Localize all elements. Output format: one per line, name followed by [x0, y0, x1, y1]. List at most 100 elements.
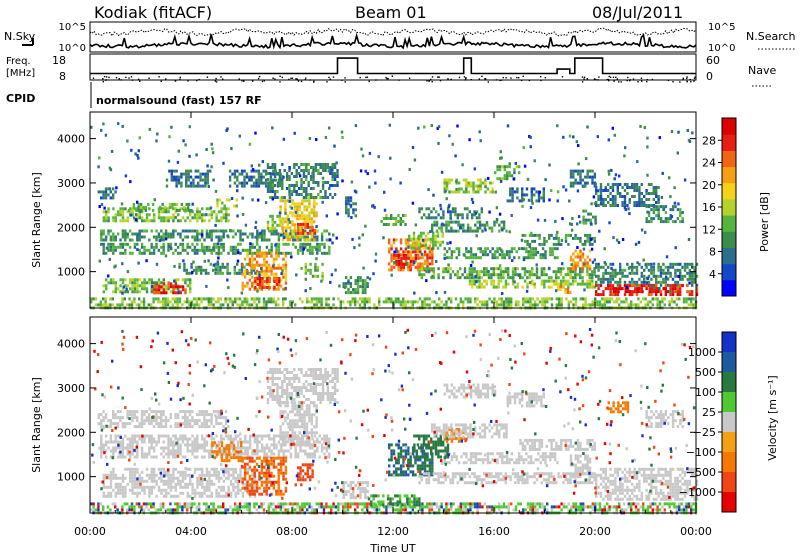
- echo-cell: [143, 219, 146, 223]
- echo-cell: [443, 178, 446, 182]
- echo-cell: [346, 505, 350, 509]
- echo-cell: [442, 216, 445, 220]
- echo-cell: [344, 502, 347, 506]
- echo-cell: [120, 202, 124, 206]
- echo-cell: [134, 152, 137, 156]
- echo-cell: [474, 502, 477, 506]
- echo-cell: [516, 267, 519, 271]
- echo-cell: [319, 163, 322, 166]
- echo-cell: [471, 201, 475, 204]
- echo-cell: [263, 229, 266, 233]
- echo-cell: [219, 303, 222, 307]
- echo-cell: [356, 300, 359, 304]
- echo-cell: [518, 199, 521, 203]
- echo-cell: [636, 287, 639, 291]
- echo-cell: [557, 282, 560, 286]
- echo-cell: [277, 266, 280, 270]
- echo-cell: [366, 505, 369, 509]
- echo-cell: [584, 264, 587, 268]
- echo-cell: [320, 279, 323, 283]
- echo-cell: [189, 213, 192, 217]
- echo-cell: [581, 178, 585, 182]
- echo-cell: [302, 172, 306, 175]
- echo-cell: [304, 289, 307, 293]
- nave-point: [690, 81, 692, 83]
- echo-cell: [258, 277, 262, 280]
- echo-cell: [484, 253, 487, 257]
- echo-cell: [324, 163, 327, 166]
- echo-cell: [445, 250, 449, 254]
- echo-cell: [277, 178, 281, 182]
- echo-cell: [450, 502, 453, 506]
- echo-cell: [307, 169, 310, 172]
- echo-cell: [176, 297, 179, 301]
- echo-cell: [301, 217, 304, 221]
- echo-cell: [321, 169, 325, 172]
- echo-cell: [419, 250, 422, 254]
- echo-cell: [640, 287, 643, 291]
- echo-cell: [347, 214, 350, 218]
- echo-cell: [226, 127, 229, 131]
- echo-cell: [467, 184, 470, 188]
- echo-cell: [428, 502, 431, 506]
- nave-point: [608, 80, 610, 82]
- echo-cell: [532, 247, 535, 251]
- echo-cell: [635, 189, 639, 192]
- echo-cell: [579, 220, 582, 224]
- echo-cell: [447, 502, 450, 506]
- echo-cell: [116, 232, 120, 236]
- echo-cell: [462, 226, 465, 230]
- echo-cell: [162, 300, 165, 304]
- echo-cell: [358, 502, 362, 506]
- echo-cell: [174, 248, 177, 252]
- echo-cell: [160, 235, 163, 239]
- echo-cell: [674, 220, 677, 224]
- echo-cell: [679, 214, 682, 218]
- echo-cell: [255, 254, 259, 258]
- echo-cell: [657, 280, 660, 284]
- echo-cell: [102, 303, 105, 307]
- echo-cell: [356, 502, 359, 506]
- echo-cell: [112, 207, 115, 211]
- echo-cell: [314, 166, 318, 169]
- echo-cell: [303, 220, 306, 224]
- echo-cell: [266, 226, 270, 230]
- nave-point: [158, 76, 160, 78]
- echo-cell: [602, 280, 605, 284]
- echo-cell: [151, 281, 154, 285]
- echo-cell: [354, 303, 357, 307]
- echo-cell: [196, 210, 199, 214]
- echo-cell: [594, 505, 597, 509]
- echo-cell: [297, 193, 301, 196]
- echo-cell: [330, 508, 333, 512]
- echo-cell: [212, 268, 215, 272]
- echo-cell: [305, 196, 308, 199]
- nave-point: [365, 76, 367, 79]
- echo-cell: [288, 199, 291, 203]
- echo-cell: [544, 253, 547, 257]
- echo-cell: [611, 293, 615, 297]
- echo-cell: [332, 303, 335, 307]
- echo-cell: [422, 231, 425, 235]
- echo-cell: [468, 138, 471, 142]
- echo-cell: [488, 505, 491, 509]
- echo-cell: [258, 300, 261, 304]
- nave-point: [252, 80, 254, 82]
- echo-cell: [301, 231, 305, 235]
- echo-cell: [148, 281, 151, 285]
- echo-cell: [295, 172, 298, 175]
- echo-cell: [311, 225, 314, 229]
- echo-cell: [255, 169, 258, 173]
- echo-cell: [356, 285, 360, 289]
- echo-cell: [273, 196, 277, 199]
- echo-cell: [312, 166, 315, 169]
- echo-cell: [243, 269, 247, 273]
- echo-cell: [474, 274, 477, 278]
- echo-cell: [673, 300, 676, 304]
- echo-cell: [251, 242, 254, 246]
- echo-cell: [688, 277, 691, 281]
- echo-cell: [185, 175, 188, 179]
- echo-cell: [304, 268, 307, 272]
- echo-cell: [529, 502, 532, 506]
- echo-cell: [143, 245, 146, 249]
